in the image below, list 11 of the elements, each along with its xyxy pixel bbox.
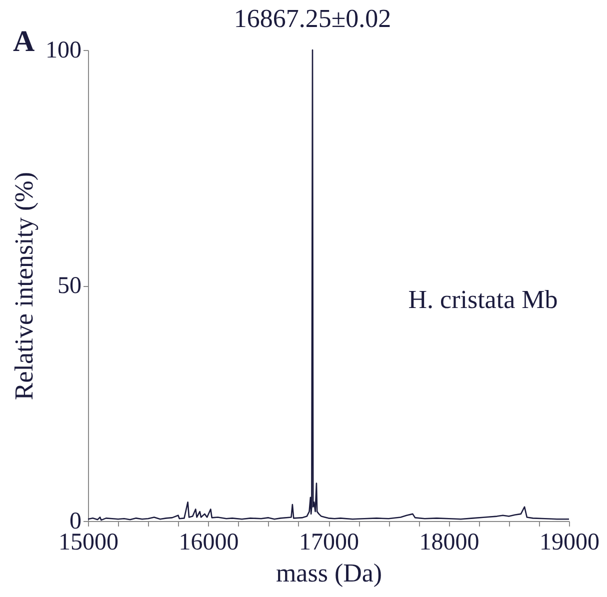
x-tick-label: 19000 <box>540 530 600 556</box>
x-tick-label: 17000 <box>299 530 359 556</box>
y-tick-label: 50 <box>58 273 82 299</box>
text: A <box>13 25 35 58</box>
y-axis-title: Relative intensity (%) <box>10 172 38 400</box>
y-tick-label: 100 <box>46 38 82 64</box>
annotation: H. cristata Mb <box>408 285 558 314</box>
annotation: 16867.25±0.02 <box>234 4 392 33</box>
x-tick-label: 16000 <box>178 530 239 556</box>
x-axis-title: mass (Da) <box>276 558 382 588</box>
x-tick-label: 18000 <box>419 530 480 556</box>
